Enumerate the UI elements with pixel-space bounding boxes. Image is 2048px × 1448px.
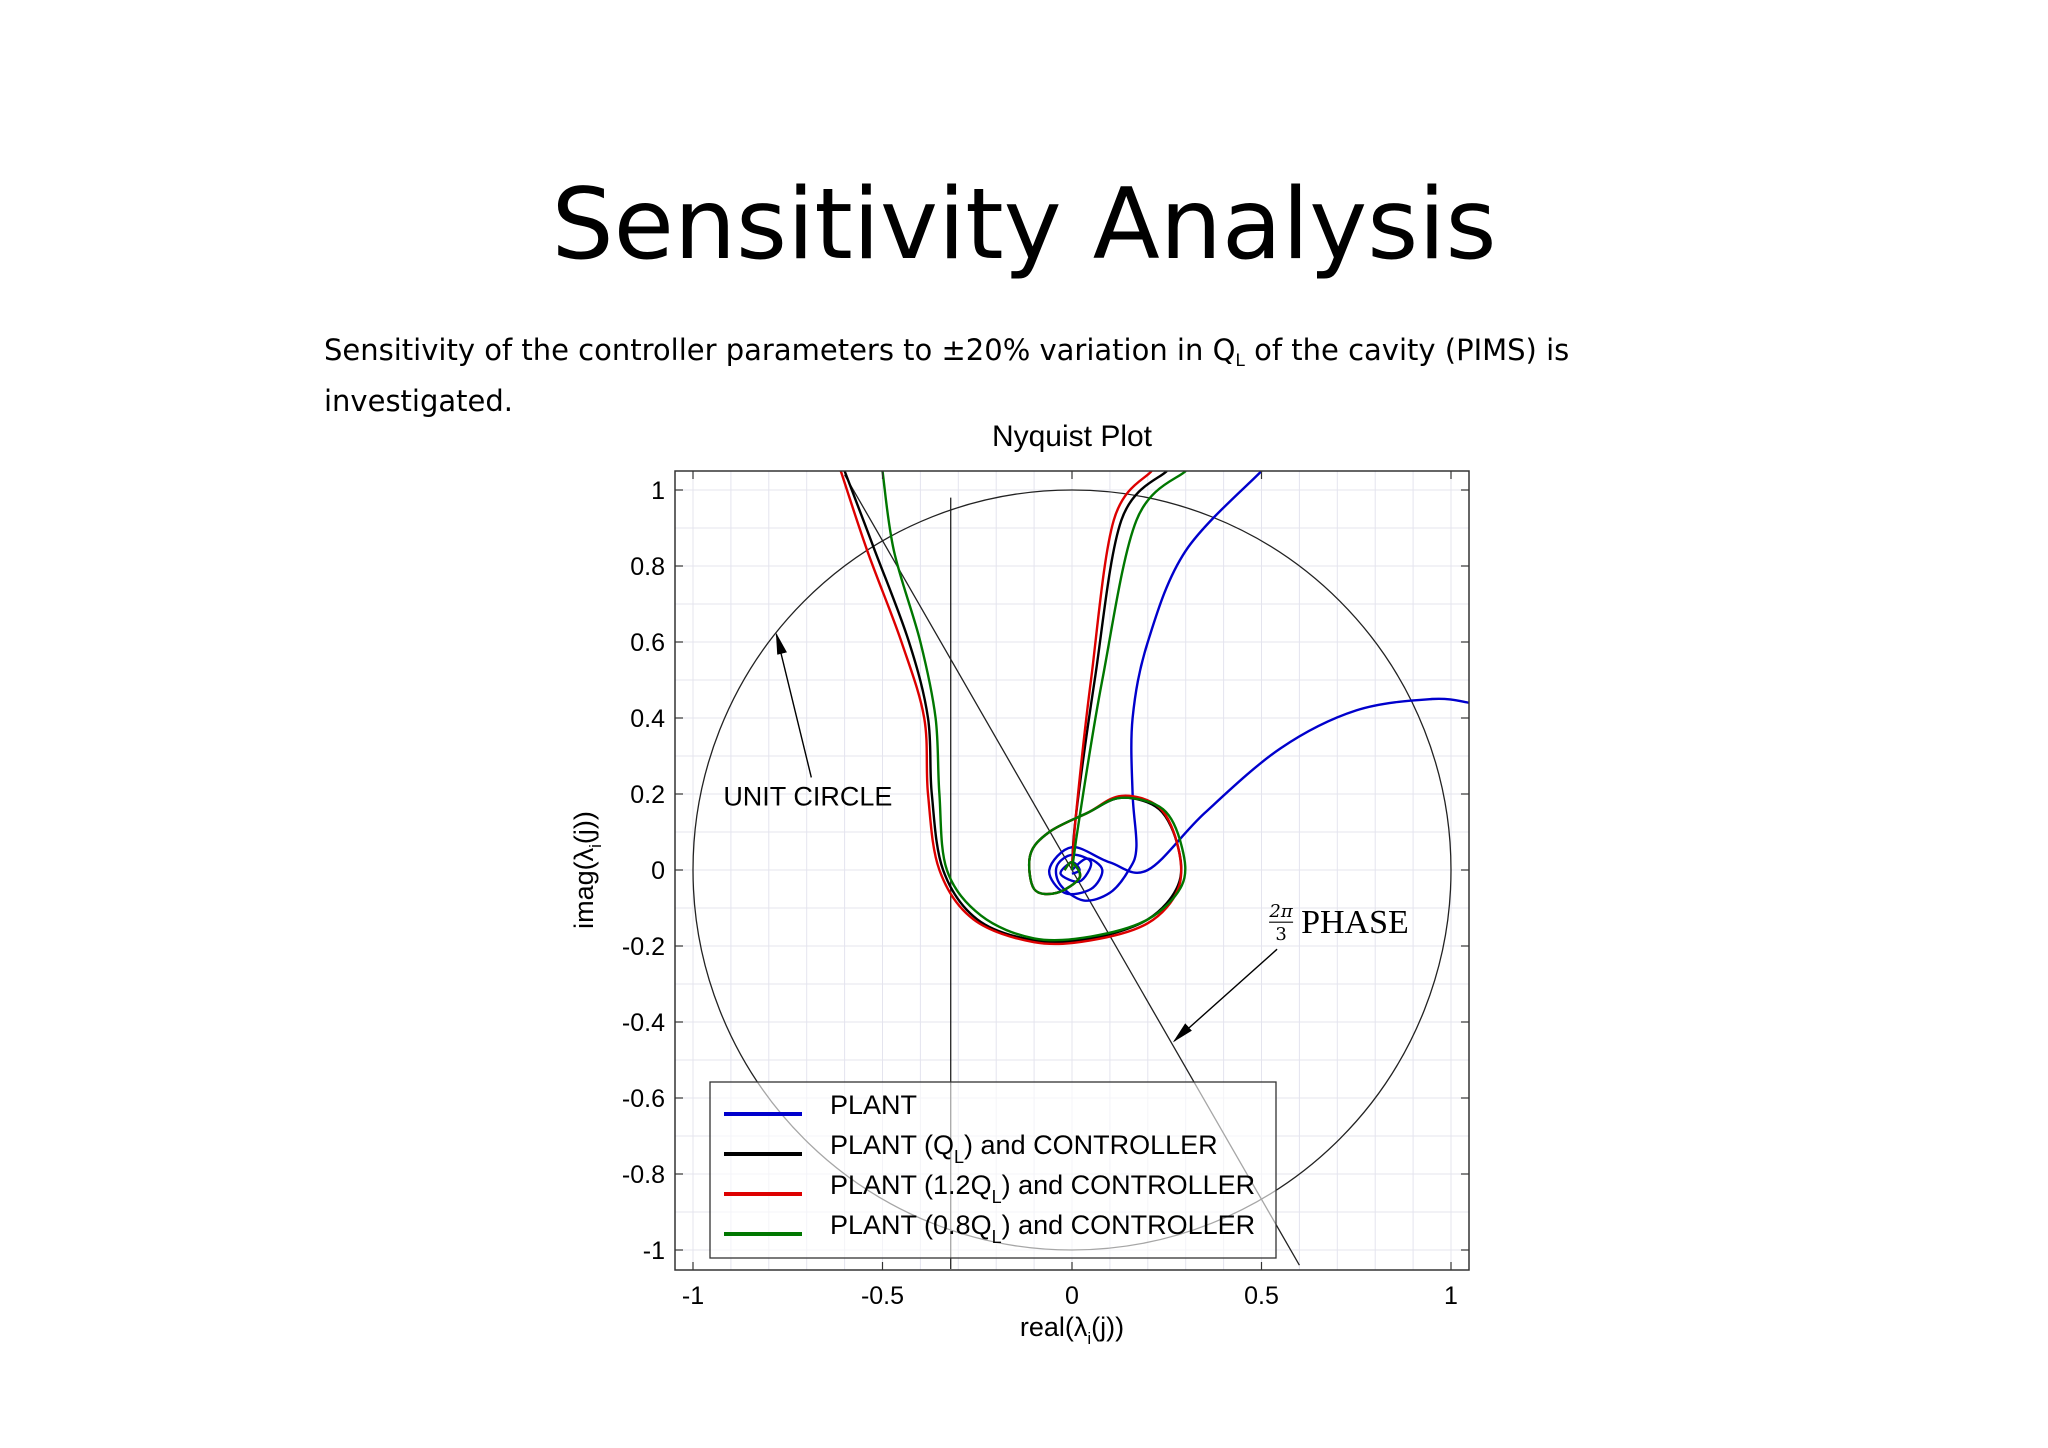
series-plant-1-2ql-and-controller-line	[1070, 471, 1153, 871]
series-plant-line	[1048, 697, 1469, 896]
y-tick-label: 1	[651, 477, 665, 505]
legend-label: PLANT (QL) and CONTROLLER	[830, 1130, 1218, 1167]
y-tick-label: -0.6	[622, 1085, 665, 1113]
intro-text: Sensitivity of the controller parameters…	[324, 330, 1624, 421]
series-plant-ql-and-controller-line	[1070, 471, 1168, 871]
legend-label: PLANT (0.8QL) and CONTROLLER	[830, 1210, 1255, 1247]
phase-label: PHASE	[1301, 904, 1409, 941]
series-plant-0-8ql-and-controller-line	[881, 471, 1187, 942]
series-plant-line	[1054, 471, 1263, 902]
phase-fraction-denominator: 3	[1275, 924, 1286, 945]
y-axis-label: imag(λi(j))	[569, 811, 605, 929]
x-tick-label: -0.5	[861, 1282, 904, 1310]
series-plant-0-8ql-and-controller-line	[1070, 471, 1187, 871]
y-tick-label: -0.8	[622, 1161, 665, 1189]
annotations: UNIT CIRCLE 2π3 PHASE	[723, 632, 1409, 1043]
phase-fraction-numerator: 2π	[1268, 901, 1293, 922]
y-tick-label: 0	[651, 857, 665, 885]
axes: -1 -0.5 0 0.5 1 1 0.8 0.6 0.4 0.2 0 -0.2 -0.4 -0.6 -0.…	[622, 470, 1470, 1310]
y-tick-label: 0.4	[630, 705, 665, 733]
y-tick-label: 0.2	[630, 781, 665, 809]
x-tick-label: 1	[1444, 1282, 1458, 1310]
legend-label: PLANT	[830, 1090, 917, 1120]
x-tick-label: 0	[1065, 1282, 1079, 1310]
y-tick-label: 0.8	[630, 553, 665, 581]
y-tick-label: -1	[643, 1237, 665, 1265]
x-tick-label: -1	[682, 1282, 704, 1310]
y-tick-label: -0.2	[622, 933, 665, 961]
intro-subscript: L	[1235, 351, 1245, 371]
y-tick-label: -0.4	[622, 1009, 665, 1037]
intro-text-end: of the cavity (PIMS) is investigated.	[324, 333, 1570, 418]
slide-title: Sensitivity Analysis	[551, 168, 1497, 282]
legend-label: PLANT (1.2QL) and CONTROLLER	[830, 1170, 1255, 1207]
x-tick-label: 0.5	[1244, 1282, 1279, 1310]
phase-arrow	[1172, 948, 1278, 1043]
x-axis-label: real(λi(j))	[1020, 1312, 1124, 1348]
intro-text-start: Sensitivity of the controller parameters…	[324, 333, 1236, 367]
unit-circle-label: UNIT CIRCLE	[723, 781, 892, 811]
unit-circle-arrow	[775, 632, 813, 778]
y-tick-label: 0.6	[630, 629, 665, 657]
chart-title: Nyquist Plot	[992, 420, 1153, 453]
legend-box	[709, 1081, 1277, 1259]
series-lines	[839, 471, 1469, 946]
